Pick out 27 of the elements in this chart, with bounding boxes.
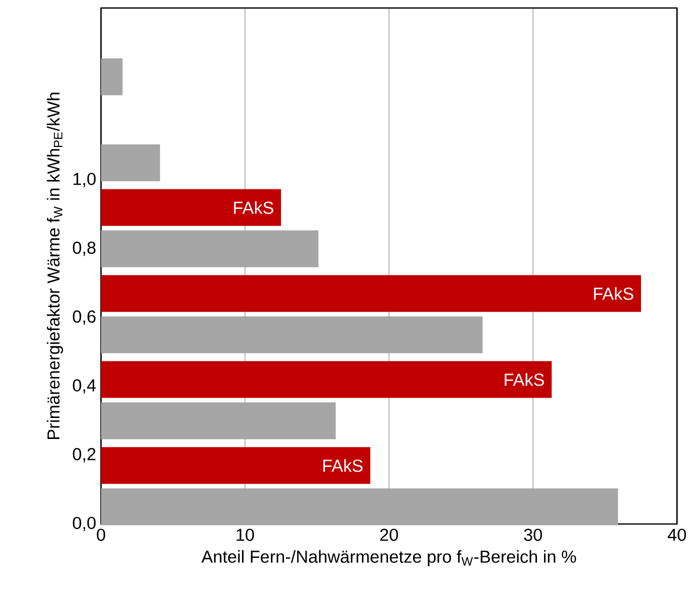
data-label: FAkS <box>323 459 363 472</box>
x-axis-title: Anteil Fern-/Nahwärmenetze pro f$_{W}$-Bereich in % <box>201 550 576 566</box>
data-label: FAkS <box>234 201 274 214</box>
bar <box>101 275 641 312</box>
y-tick-label: 0,4 <box>72 379 96 394</box>
bar <box>101 488 618 526</box>
bar <box>101 230 318 268</box>
y-tick-label: 0,8 <box>72 242 96 256</box>
x-tick-label: 20 <box>380 528 398 541</box>
bar <box>101 361 552 398</box>
y-tick-label: 1,0 <box>74 172 96 188</box>
x-tick-label: 0 <box>96 528 106 541</box>
data-label: FAkS <box>504 373 544 386</box>
bar <box>101 58 123 96</box>
bar <box>101 402 336 440</box>
bar <box>101 144 160 182</box>
y-axis-title: Primärenergiefaktor Wärme f$_{W}$ in kWh$_{PE}$/kWh <box>46 92 64 439</box>
bar <box>101 189 281 226</box>
data-label: FAkS <box>594 287 634 300</box>
x-tick-label: 10 <box>236 528 254 541</box>
y-tick-label: 0,0 <box>72 516 96 532</box>
bar <box>101 447 370 484</box>
x-tick-label: 30 <box>524 528 542 541</box>
y-tick-label: 0,6 <box>72 310 96 325</box>
y-tick-label: 0,2 <box>72 448 96 462</box>
bar <box>101 316 483 354</box>
x-tick-label: 40 <box>668 528 686 541</box>
